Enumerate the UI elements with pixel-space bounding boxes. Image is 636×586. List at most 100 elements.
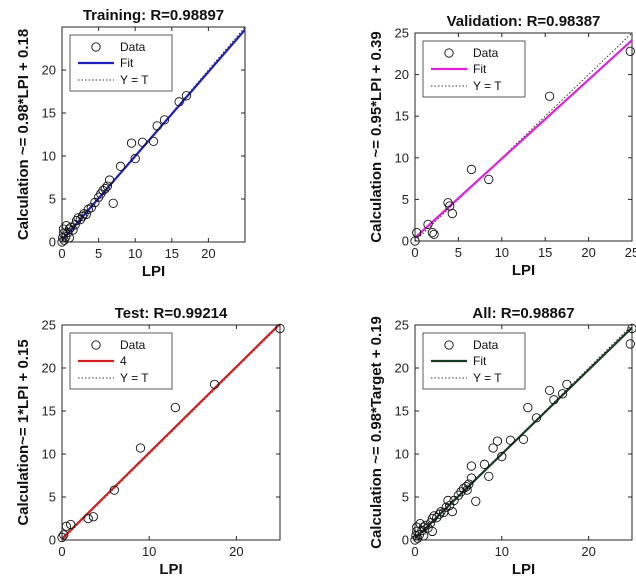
x-tick-label: 25 (625, 245, 636, 260)
y-tick-label: 15 (395, 109, 409, 124)
legend-marker-data (444, 48, 454, 58)
data-point (86, 202, 96, 213)
data-point (59, 530, 69, 540)
data-point (471, 496, 481, 506)
legend: Data 4 Y = T (69, 332, 173, 390)
data-point (484, 174, 494, 185)
fit-line (62, 325, 280, 540)
x-tick-label: 0 (411, 245, 418, 260)
chart-panel-2: 0 5 10 15 20 25 0 5 10 15 20 25 Validation: R=0.9838… (368, 13, 636, 279)
x-tick-label: 10 (128, 246, 142, 261)
data-point (531, 413, 542, 423)
legend-label: Y = T (120, 73, 149, 87)
data-point (57, 532, 67, 543)
x-tick-label: 20 (581, 544, 595, 559)
x-tick-label: 0 (58, 246, 65, 261)
legend-marker-data (444, 340, 454, 350)
chart-panel-3: 0 10 20 0 5 10 15 20 25 Test: R=0.99214 LPI Calcula… (15, 305, 285, 578)
data-point (420, 520, 431, 531)
y-tick-label: 25 (42, 318, 56, 333)
data-point (488, 443, 498, 453)
data-point (544, 91, 555, 101)
data-point (627, 323, 636, 334)
y-tick-label: 0 (402, 234, 409, 249)
data-point (108, 198, 118, 208)
plot-lines (62, 27, 245, 242)
data-point (427, 526, 438, 537)
x-axis-label: LPI (512, 262, 535, 279)
data-point (130, 153, 140, 164)
y-tick-label: 15 (395, 404, 409, 419)
data-point (135, 443, 146, 453)
data-point (66, 222, 76, 233)
data-point (58, 224, 69, 234)
legend-marker-data (91, 340, 101, 350)
data-point (447, 506, 457, 517)
y-tick-label: 20 (42, 361, 56, 376)
chart-panel-1: 0 5 10 15 20 0 5 10 15 20 Training: R=0.98897 LPI Ca… (15, 7, 246, 280)
legend-label: Fit (473, 354, 487, 368)
data-point (61, 221, 72, 231)
data-point (137, 137, 148, 147)
plot-lines (415, 33, 632, 241)
data-point (557, 389, 568, 399)
legend-label: Data (120, 40, 146, 54)
y-axis-label: Calculation ~= 0.98*LPI + 0.18 (15, 29, 32, 240)
x-tick-label: 15 (165, 246, 179, 261)
data-point (434, 509, 444, 519)
data-point (505, 435, 516, 445)
data-point (625, 46, 635, 56)
data-point (453, 490, 464, 500)
chart-panel-4: 0 10 20 0 5 10 15 20 25 All: R=0.98867 LPI Calculat… (368, 305, 636, 578)
data-point (492, 436, 503, 446)
x-tick-label: 10 (495, 544, 509, 559)
data-point (412, 526, 422, 537)
data-point (66, 519, 76, 530)
data-point (447, 208, 457, 219)
data-point (432, 512, 442, 523)
x-axis-label: LPI (512, 561, 535, 578)
data-point (549, 395, 559, 405)
fit-line (415, 39, 632, 239)
data-point (419, 531, 429, 541)
legend: Data Fit Y = T (69, 34, 173, 92)
data-point (456, 487, 466, 497)
y-tick-label: 10 (395, 447, 409, 462)
data-point (126, 138, 137, 148)
y-tick-label: 5 (402, 192, 409, 207)
data-point (88, 512, 99, 522)
y-tick-label: 10 (42, 149, 56, 164)
data-point (427, 513, 438, 524)
y-tick-label: 20 (42, 63, 56, 78)
x-tick-label: 15 (538, 245, 552, 260)
data-point (429, 511, 439, 521)
y-tick-label: 10 (42, 447, 56, 462)
data-point (625, 339, 635, 349)
legend-label: Data (120, 338, 146, 352)
data-point (275, 323, 285, 334)
data-point (466, 461, 477, 471)
data-point (64, 233, 74, 243)
data-point (484, 471, 494, 482)
data-point (518, 434, 529, 445)
x-tick-label: 20 (201, 246, 215, 261)
y-tick-label: 25 (395, 318, 409, 333)
data-point (174, 97, 184, 107)
data-point (466, 473, 477, 483)
legend-label: Fit (473, 62, 487, 76)
chart-title: All: R=0.98867 (472, 305, 574, 322)
y-tick-label: 10 (395, 150, 409, 165)
y-tick-label: 15 (42, 106, 56, 121)
data-point (61, 521, 72, 531)
data-point (412, 522, 422, 532)
chart-title: Training: R=0.98897 (83, 7, 224, 24)
data-point (83, 204, 94, 214)
y-tick-label: 5 (49, 192, 56, 207)
legend: Data Fit Y = T (422, 40, 526, 98)
y-tick-label: 5 (402, 490, 409, 505)
legend-label: Y = T (473, 79, 502, 93)
data-point (181, 91, 192, 101)
y-tick-label: 0 (49, 235, 56, 250)
legend-box (69, 332, 173, 390)
